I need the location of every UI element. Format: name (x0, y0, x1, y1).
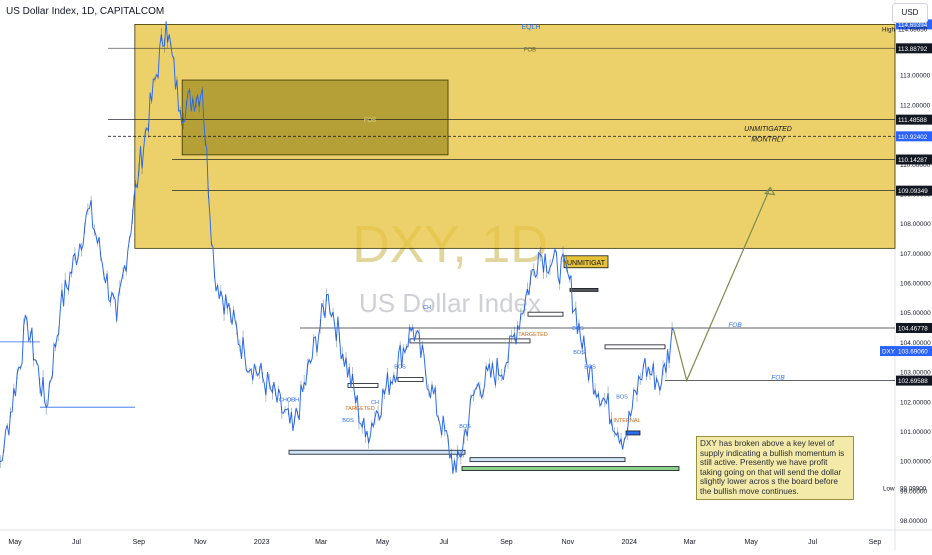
price-badge-label: 111.48588 (898, 117, 927, 124)
y-tick-label: 98.00000 (900, 518, 927, 525)
eqlh-label: EQLH (521, 24, 540, 31)
high-value: 114.68650 (898, 27, 928, 34)
unmitigated-label-1: UNMITIGATED (744, 126, 792, 133)
bos-label-5: BOS (573, 350, 585, 356)
bos-label-3: BOS (459, 424, 471, 430)
x-tick-label: Jul (440, 539, 449, 546)
price-badge (896, 375, 932, 386)
box-3 (469, 457, 626, 463)
currency-button[interactable]: USD (892, 3, 928, 23)
dxy-badge (880, 346, 896, 357)
box-7 (527, 311, 564, 317)
symbol-header: US Dollar Index, 1D, CAPITALCOM (6, 6, 165, 17)
unmitigated-box-label: UNMITIGAT (567, 260, 606, 267)
price-badge-label: 114.69394 (898, 22, 928, 29)
box-4 (461, 466, 680, 471)
y-tick-label: 104.00000 (900, 340, 931, 347)
price-badge-label: 113.88792 (898, 46, 928, 53)
price-badge-label: 104.46778 (898, 325, 928, 332)
price-badge-label: 109.09349 (898, 188, 928, 195)
box-6 (397, 377, 424, 382)
y-tick-label: 102.00000 (900, 399, 931, 406)
box-1 (288, 449, 466, 455)
x-tick-label: Mar (684, 539, 697, 546)
box-8 (604, 344, 666, 350)
projection-path (673, 187, 771, 383)
price-badge (896, 185, 932, 196)
targeted-label-2: TARGETED (518, 332, 548, 338)
price-badge (896, 131, 932, 142)
internal-label: INTERNAL (613, 418, 640, 424)
fob-right-label-2: FOB (771, 375, 785, 382)
y-tick-label: 107.00000 (900, 251, 931, 258)
x-tick-label: 2023 (254, 539, 270, 546)
targeted-label-1: TARGETED (345, 406, 375, 412)
price-badge (896, 43, 932, 54)
box-2 (409, 338, 531, 344)
price-badge (896, 154, 932, 165)
y-tick-label: 105.00000 (900, 310, 931, 317)
low-label: Low (883, 485, 895, 492)
x-tick-label: Jul (72, 539, 81, 546)
x-tick-label: Mar (315, 539, 328, 546)
price-badge (896, 114, 932, 125)
ch-label-4: CH (287, 397, 295, 403)
ch-label-1: CH (423, 305, 431, 311)
bos-label-2: BOS (394, 365, 406, 371)
projection-arrowhead (764, 186, 776, 196)
fob-right-label-1: FOB (728, 322, 742, 329)
price-badge (896, 322, 932, 333)
y-tick-label: 108.00000 (900, 221, 931, 228)
y-tick-label: 113.00000 (900, 73, 931, 80)
y-tick-label: 106.00000 (900, 281, 931, 288)
fob-top-label: FOB (524, 47, 536, 53)
high-label: High (882, 27, 895, 34)
analysis-note: DXY has broken above a key level of supp… (696, 436, 854, 500)
y-tick-label: 110.00000 (900, 162, 931, 169)
x-tick-label: May (8, 539, 22, 546)
price-badge-label: 103.69060 (898, 349, 928, 356)
fob-zone (181, 79, 449, 156)
y-tick-label: 101.00000 (900, 429, 931, 436)
x-tick-label: Sep (869, 539, 882, 546)
box-10 (569, 288, 599, 292)
x-tick-label: May (745, 539, 759, 546)
x-tick-label: Nov (562, 539, 575, 546)
ch-label-2: CH (371, 400, 379, 406)
x-tick-label: Jul (808, 539, 817, 546)
dxy-badge-label: DXY (882, 349, 896, 356)
choch-label: CHOCH (279, 397, 299, 403)
y-tick-label: 103.00000 (900, 370, 931, 377)
x-tick-label: May (376, 539, 390, 546)
x-tick-label: Nov (194, 539, 207, 546)
price-badge (896, 346, 932, 357)
price-badge-label: 102.69588 (898, 378, 928, 385)
bos-label-7: BOS (616, 394, 628, 400)
box-9 (625, 430, 641, 436)
fob-zone-label: FOB (364, 118, 376, 124)
unmitigated-box (563, 255, 609, 269)
low-value: 99.09900 (900, 485, 927, 492)
watermark-subtitle: US Dollar Index (359, 288, 541, 318)
y-tick-label: 100.00000 (900, 459, 931, 466)
box-5 (347, 383, 379, 388)
price-badge (896, 19, 932, 30)
y-tick-label: 99.00000 (900, 488, 927, 495)
price-badge-label: 110.92402 (898, 134, 928, 141)
unmitigated-label-2: MONTHLY (751, 136, 786, 143)
bos-label-1: BOS (342, 418, 354, 424)
x-tick-label: Sep (500, 539, 513, 546)
x-tick-label: Sep (133, 539, 146, 546)
price-badge-label: 110.14287 (898, 157, 928, 164)
x-tick-label: 2024 (621, 539, 637, 546)
y-tick-label: 112.00000 (900, 102, 931, 109)
